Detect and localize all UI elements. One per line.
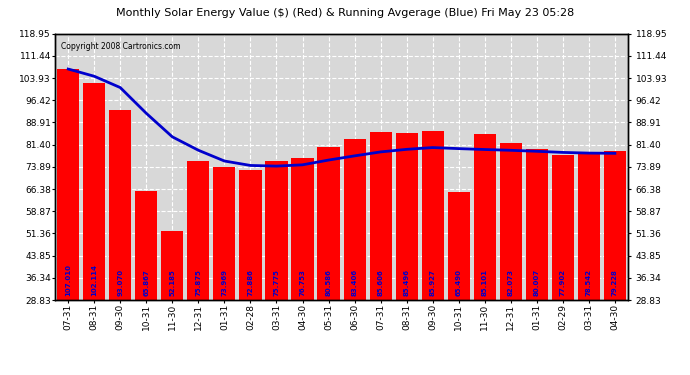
Bar bbox=[291, 158, 313, 300]
Bar bbox=[448, 192, 470, 300]
Text: 77.902: 77.902 bbox=[560, 268, 566, 296]
Bar bbox=[187, 161, 210, 300]
Text: 80.007: 80.007 bbox=[534, 268, 540, 296]
Text: Copyright 2008 Cartronics.com: Copyright 2008 Cartronics.com bbox=[61, 42, 180, 51]
Text: 85.606: 85.606 bbox=[377, 269, 384, 296]
Text: 75.775: 75.775 bbox=[273, 269, 279, 296]
Bar bbox=[422, 131, 444, 300]
Text: 107.010: 107.010 bbox=[66, 264, 71, 296]
Text: 85.101: 85.101 bbox=[482, 268, 488, 296]
Bar bbox=[552, 155, 574, 300]
Text: 83.406: 83.406 bbox=[352, 268, 357, 296]
Bar bbox=[344, 139, 366, 300]
Text: Monthly Solar Energy Value ($) (Red) & Running Avgerage (Blue) Fri May 23 05:28: Monthly Solar Energy Value ($) (Red) & R… bbox=[116, 8, 574, 18]
Bar bbox=[317, 147, 339, 300]
Bar bbox=[83, 84, 106, 300]
Bar bbox=[370, 132, 392, 300]
Bar bbox=[526, 149, 548, 300]
Text: 85.496: 85.496 bbox=[404, 268, 410, 296]
Text: 52.185: 52.185 bbox=[169, 269, 175, 296]
Text: 65.867: 65.867 bbox=[144, 269, 149, 296]
Text: 76.753: 76.753 bbox=[299, 269, 306, 296]
Text: 93.070: 93.070 bbox=[117, 268, 124, 296]
Bar bbox=[135, 190, 157, 300]
Text: 78.542: 78.542 bbox=[586, 268, 592, 296]
Bar bbox=[213, 166, 235, 300]
Bar bbox=[473, 134, 496, 300]
Text: 75.875: 75.875 bbox=[195, 269, 201, 296]
Bar bbox=[109, 110, 131, 300]
Bar bbox=[266, 161, 288, 300]
Bar bbox=[239, 170, 262, 300]
Bar bbox=[161, 231, 184, 300]
Text: 102.114: 102.114 bbox=[91, 264, 97, 296]
Bar bbox=[57, 69, 79, 300]
Text: 79.228: 79.228 bbox=[612, 269, 618, 296]
Text: 65.490: 65.490 bbox=[455, 268, 462, 296]
Text: 85.927: 85.927 bbox=[430, 269, 435, 296]
Bar bbox=[395, 133, 417, 300]
Text: 73.969: 73.969 bbox=[221, 268, 228, 296]
Text: 72.886: 72.886 bbox=[248, 269, 253, 296]
Bar bbox=[578, 153, 600, 300]
Text: 80.586: 80.586 bbox=[326, 269, 331, 296]
Bar bbox=[500, 143, 522, 300]
Text: 82.073: 82.073 bbox=[508, 268, 514, 296]
Bar bbox=[604, 151, 626, 300]
